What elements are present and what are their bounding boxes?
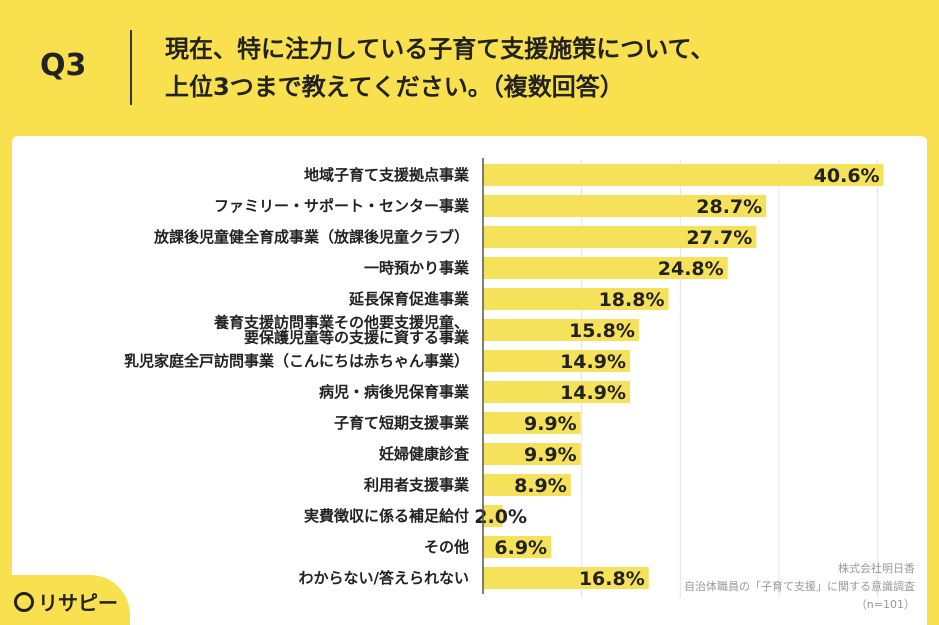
value-label-1: 40.6% <box>814 165 880 187</box>
category-label-11-line-1: 利用者支援事業 <box>364 476 470 494</box>
value-label-14: 16.8% <box>579 568 645 590</box>
category-label-7: 乳児家庭全戸訪問事業（こんにちは赤ちゃん事業） <box>124 352 469 370</box>
bar-14 <box>483 567 649 589</box>
risapy-logo: リサピー <box>0 575 130 625</box>
category-label-1-line-1: 地域子育て支援拠点事業 <box>304 166 470 184</box>
logo-text: リサピー <box>14 587 118 616</box>
bar-13 <box>483 536 552 558</box>
bar-1 <box>483 164 884 186</box>
question-title: 現在、特に注力している子育て支援施策について、 上位3つまで教えてください。（複… <box>165 30 905 106</box>
category-label-2-line-1: ファミリー・サポート・センター事業 <box>214 197 470 215</box>
category-label-5: 延長保育促進事業 <box>348 290 470 308</box>
category-label-8-line-1: 病児・病後児保育事業 <box>319 383 470 401</box>
category-label-13-line-1: その他 <box>424 538 469 556</box>
category-label-5-line-1: 延長保育促進事業 <box>348 290 470 308</box>
value-label-3: 27.7% <box>686 227 752 249</box>
category-label-10-line-1: 妊婦健康診査 <box>379 445 470 463</box>
bar-7 <box>483 350 631 372</box>
category-label-8: 病児・病後児保育事業 <box>319 383 470 401</box>
category-label-6-line-2: 要保護児童等の支援に資する事業 <box>244 329 470 347</box>
bar-10 <box>483 443 581 465</box>
question-title-line-1: 現在、特に注力している子育て支援施策について、 <box>165 35 715 63</box>
bar-12 <box>483 505 503 527</box>
source-sample: （n=101） <box>855 598 915 611</box>
category-label-2: ファミリー・サポート・センター事業 <box>214 197 470 215</box>
category-label-9-line-1: 子育て短期支援事業 <box>334 414 470 432</box>
category-label-4-line-1: 一時預かり事業 <box>364 259 470 277</box>
source-note: 株式会社明日香 自治体職員の「子育て支援」に関する意識調査 （n=101） <box>684 560 915 614</box>
category-label-10: 妊婦健康診査 <box>379 445 470 463</box>
category-label-12-line-1: 実費徴収に係る補足給付 <box>304 507 469 525</box>
value-label-5: 18.8% <box>599 289 665 311</box>
question-number: Q3 <box>40 48 87 83</box>
category-label-1: 地域子育て支援拠点事業 <box>304 166 470 184</box>
bar-4 <box>483 257 728 279</box>
logo-label: リサピー <box>38 591 118 615</box>
category-label-6: 養育支援訪問事業その他要支援児童、要保護児童等の支援に資する事業 <box>213 314 470 347</box>
category-label-14-line-1: わからない/答えられない <box>299 569 469 587</box>
chart-card: 40.6% 地域子育て支援拠点事業 28.7% ファミリー・サポート・センター事業 27… <box>12 136 927 625</box>
value-label-9: 9.9% <box>524 413 577 435</box>
category-label-9: 子育て短期支援事業 <box>334 414 470 432</box>
title-divider <box>130 30 132 105</box>
category-label-3: 放課後児童健全育成事業（放課後児童クラブ） <box>153 228 469 246</box>
value-label-13: 6.9% <box>494 537 547 559</box>
value-label-4: 24.8% <box>658 258 724 280</box>
category-label-13: その他 <box>424 538 469 556</box>
value-label-8: 14.9% <box>560 382 626 404</box>
bar-2 <box>483 195 767 217</box>
bar-11 <box>483 474 571 496</box>
category-label-11: 利用者支援事業 <box>364 476 470 494</box>
category-label-3-line-1: 放課後児童健全育成事業（放課後児童クラブ） <box>153 228 469 246</box>
question-title-line-2: 上位3つまで教えてください。（複数回答） <box>165 73 624 101</box>
category-label-7-line-1: 乳児家庭全戸訪問事業（こんにちは赤ちゃん事業） <box>124 352 469 370</box>
bar-6 <box>483 319 639 341</box>
value-label-11: 8.9% <box>514 475 567 497</box>
bar-3 <box>483 226 757 248</box>
source-survey: 自治体職員の「子育て支援」に関する意識調査 <box>684 580 915 593</box>
value-label-10: 9.9% <box>524 444 577 466</box>
bar-5 <box>483 288 669 310</box>
value-label-12: 2.0% <box>474 506 527 528</box>
bar-8 <box>483 381 631 403</box>
category-label-4: 一時預かり事業 <box>364 259 470 277</box>
source-company: 株式会社明日香 <box>838 562 915 575</box>
bar-9 <box>483 412 581 434</box>
value-label-6: 15.8% <box>569 320 635 342</box>
category-label-14: わからない/答えられない <box>299 569 469 587</box>
value-label-2: 28.7% <box>696 196 762 218</box>
category-label-6-line-1: 養育支援訪問事業その他要支援児童、 <box>213 314 469 332</box>
bar-chart: 40.6% 地域子育て支援拠点事業 28.7% ファミリー・サポート・センター事業 27… <box>124 158 884 598</box>
category-label-12: 実費徴収に係る補足給付 <box>304 507 469 525</box>
logo-pin-icon <box>14 592 34 612</box>
value-label-7: 14.9% <box>560 351 626 373</box>
